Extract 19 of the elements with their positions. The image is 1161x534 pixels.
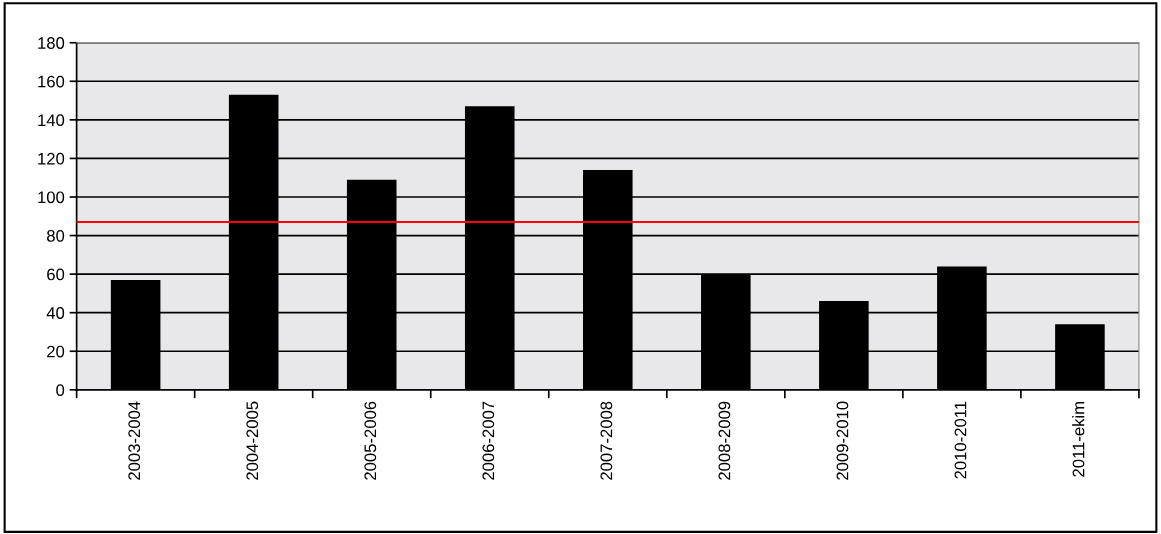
y-tick-label: 100: [38, 191, 65, 204]
y-tick-label: 40: [46, 307, 65, 319]
y-tick-label: 20: [47, 345, 65, 358]
x-tick-label: 2004-2005: [246, 401, 259, 480]
y-tick-label: 120: [38, 152, 65, 165]
x-tick-label: 2011-ekim: [1072, 402, 1085, 477]
y-tick-label: 140: [38, 114, 65, 127]
y-tick-label: 0: [56, 384, 65, 397]
x-tick-label: 2010-2011: [954, 401, 967, 479]
y-tick-label: 60: [47, 268, 65, 281]
y-tick-label: 80: [47, 229, 65, 242]
x-tick-label: 2005-2006: [364, 401, 377, 480]
x-tick-label: 2008-2009: [718, 401, 731, 480]
x-tick-label: 2003-2004: [128, 401, 141, 480]
x-tick-label: 2009-2010: [836, 401, 849, 480]
x-tick-label: 2007-2008: [600, 401, 613, 480]
x-tick-label: 2006-2007: [482, 401, 495, 480]
y-tick-label: 180: [38, 37, 65, 49]
y-tick-label: 160: [38, 75, 65, 88]
